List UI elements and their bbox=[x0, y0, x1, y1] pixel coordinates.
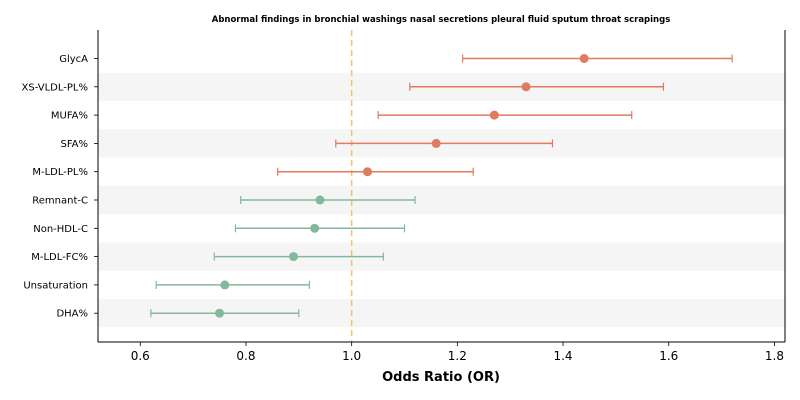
x-tick-label: 1.6 bbox=[659, 349, 678, 363]
x-tick-label: 1.0 bbox=[342, 349, 361, 363]
row-band bbox=[98, 185, 785, 215]
odds-ratio-point bbox=[489, 110, 499, 120]
odds-ratio-point bbox=[431, 138, 441, 148]
y-tick-label: M-LDL-PL% bbox=[32, 167, 88, 178]
odds-ratio-point bbox=[310, 223, 320, 233]
odds-ratio-point bbox=[521, 82, 531, 92]
row-band bbox=[98, 242, 785, 271]
y-tick-label: Unsaturation bbox=[23, 280, 88, 291]
y-tick-label: M-LDL-FC% bbox=[31, 252, 88, 263]
x-tick-label: 0.8 bbox=[236, 349, 255, 363]
chart-title: Abnormal findings in bronchial washings … bbox=[212, 15, 671, 25]
axes: GlycA XS-VLDL-PL% MUFA% SFA% M-LDL-PL% Remnan… bbox=[22, 30, 786, 363]
y-tick-label: Remnant-C bbox=[32, 196, 88, 207]
odds-ratio-point bbox=[215, 308, 225, 318]
odds-ratio-point bbox=[220, 280, 230, 290]
odds-ratio-point bbox=[579, 54, 589, 63]
x-tick-label: 1.2 bbox=[448, 349, 467, 363]
odds-ratio-point bbox=[363, 167, 373, 177]
y-tick-label: Non-HDL-C bbox=[33, 224, 88, 235]
odds-ratio-point bbox=[315, 195, 325, 205]
x-tick-label: 0.6 bbox=[131, 349, 150, 363]
y-tick-label: GlycA bbox=[59, 54, 88, 65]
x-tick-label: 1.4 bbox=[553, 349, 572, 363]
y-tick-label: XS-VLDL-PL% bbox=[22, 82, 88, 93]
y-tick-label: SFA% bbox=[60, 139, 88, 150]
x-tick-label: 1.8 bbox=[765, 349, 784, 363]
odds-ratio-point bbox=[289, 252, 299, 262]
data-marks bbox=[150, 54, 733, 318]
row-bands bbox=[98, 72, 785, 328]
y-tick-label: DHA% bbox=[56, 309, 88, 320]
y-tick-label: MUFA% bbox=[51, 111, 88, 122]
x-axis-label: Odds Ratio (OR) bbox=[382, 370, 500, 385]
